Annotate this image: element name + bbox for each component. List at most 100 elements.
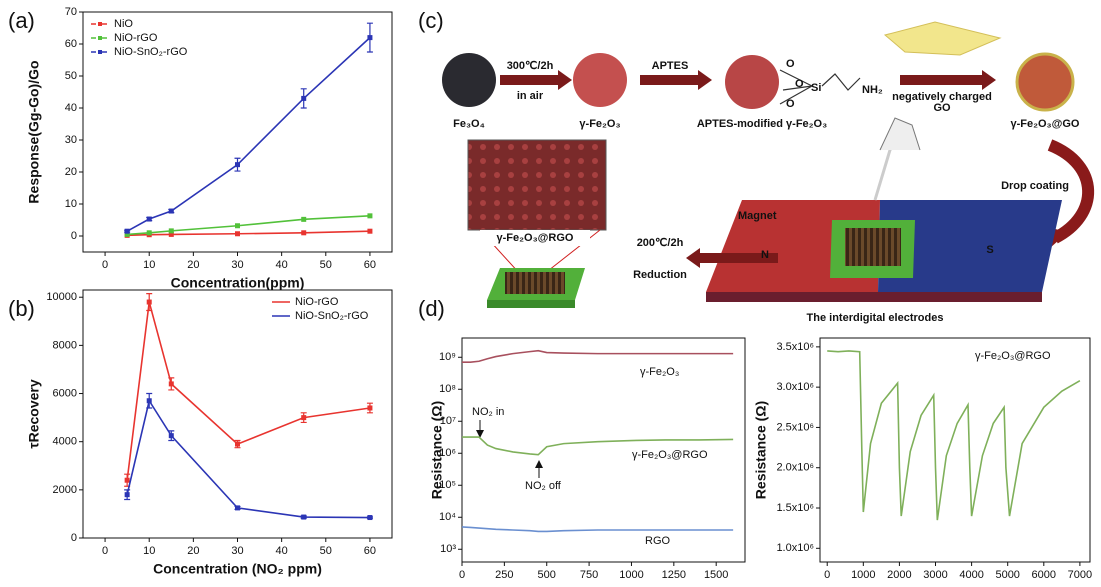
marker bbox=[367, 228, 373, 234]
x-tick-label: 50 bbox=[320, 545, 332, 557]
x-tick-label: 10 bbox=[143, 259, 155, 271]
arrow bbox=[500, 75, 558, 85]
annotation: NO₂ in bbox=[472, 406, 504, 418]
x-tick-label: 0 bbox=[102, 545, 108, 557]
magnet-s bbox=[878, 200, 1062, 292]
marker bbox=[301, 514, 307, 520]
marker bbox=[235, 441, 240, 447]
marker bbox=[168, 433, 174, 439]
series-line bbox=[127, 230, 370, 237]
arrow bbox=[700, 253, 778, 263]
marker bbox=[146, 230, 152, 236]
panel-label: (d) bbox=[418, 296, 445, 321]
panel-label: (a) bbox=[8, 8, 35, 33]
series-line bbox=[126, 37, 371, 232]
annotation: NO₂ off bbox=[525, 480, 562, 492]
legend-label: NiO-rGO bbox=[114, 32, 158, 44]
x-tick-label: 30 bbox=[231, 545, 243, 557]
legend-marker bbox=[98, 50, 102, 54]
label: γ-Fe₂O₃@GO bbox=[1011, 118, 1080, 130]
y-tick-label: 4000 bbox=[53, 436, 77, 448]
label: The interdigital electrodes bbox=[807, 312, 944, 324]
arrow bbox=[900, 75, 982, 85]
y-tick-label: 2.0x10⁶ bbox=[776, 462, 814, 474]
marker bbox=[168, 231, 174, 237]
magnet-base bbox=[706, 292, 1042, 302]
y-tick-label: 0 bbox=[71, 532, 77, 544]
x-tick-label: 2000 bbox=[887, 569, 911, 581]
x-tick-label: 750 bbox=[580, 569, 598, 581]
x-axis-label: Concentration(ppm) bbox=[171, 275, 305, 291]
x-tick-label: 40 bbox=[276, 259, 288, 271]
y-axis-label: τRecovery bbox=[26, 379, 42, 449]
label: 300℃/2h bbox=[507, 60, 554, 72]
arrow bbox=[686, 248, 700, 268]
legend-label: NiO-SnO₂-rGO bbox=[295, 310, 369, 322]
marker bbox=[235, 223, 240, 229]
plot-frame bbox=[461, 337, 746, 563]
plot-frame bbox=[82, 289, 393, 539]
marker bbox=[301, 95, 307, 101]
y-tick-label: 10⁶ bbox=[439, 447, 456, 459]
y-tick-label: 10⁷ bbox=[440, 415, 456, 427]
legend-marker bbox=[98, 36, 102, 40]
particle bbox=[725, 55, 779, 109]
x-tick-label: 40 bbox=[276, 545, 288, 557]
marker bbox=[124, 228, 130, 234]
device bbox=[487, 300, 575, 308]
arrow bbox=[1047, 139, 1095, 244]
marker bbox=[235, 231, 240, 237]
y-tick-label: 70 bbox=[65, 6, 77, 18]
marker bbox=[367, 515, 373, 521]
y-axis-label: Response(Gg-Go)/Go bbox=[26, 60, 42, 203]
marker bbox=[168, 228, 174, 234]
y-tick-label: 10⁴ bbox=[439, 511, 456, 523]
series-label: γ-Fe₂O₃@RGO bbox=[632, 449, 708, 461]
bond bbox=[779, 69, 861, 105]
series-line bbox=[462, 349, 734, 364]
marker bbox=[367, 213, 373, 219]
panel-label: (c) bbox=[418, 8, 444, 33]
x-tick-label: 10 bbox=[143, 545, 155, 557]
electrodes bbox=[505, 272, 565, 294]
x-axis-label: Time (s) bbox=[577, 585, 630, 587]
label: GO bbox=[933, 102, 951, 114]
go-sheet bbox=[883, 21, 1002, 56]
y-tick-label: 1.0x10⁶ bbox=[776, 542, 814, 554]
spacer bbox=[525, 318, 545, 320]
x-tick-label: 60 bbox=[364, 545, 376, 557]
x-tick-label: 3000 bbox=[923, 569, 947, 581]
label: in air bbox=[517, 90, 544, 102]
series-line bbox=[126, 301, 371, 481]
electrodes bbox=[845, 228, 901, 266]
y-tick-label: 50 bbox=[65, 70, 77, 82]
marker bbox=[168, 381, 174, 387]
x-tick-label: 1000 bbox=[619, 569, 643, 581]
series-line bbox=[827, 350, 1081, 521]
series-line bbox=[462, 436, 734, 456]
x-tick-label: 0 bbox=[102, 259, 108, 271]
y-tick-label: 3.0x10⁶ bbox=[776, 381, 814, 393]
y-tick-label: 0 bbox=[71, 230, 77, 242]
diagram bbox=[442, 21, 1095, 320]
x-tick-label: 0 bbox=[824, 569, 830, 581]
marker bbox=[124, 492, 130, 498]
y-tick-label: 30 bbox=[65, 134, 77, 146]
arrow bbox=[982, 70, 996, 90]
x-tick-label: 20 bbox=[187, 545, 199, 557]
plot-frame bbox=[819, 337, 1091, 563]
y-tick-label: 3.5x10⁶ bbox=[776, 341, 814, 353]
marker bbox=[301, 230, 307, 236]
y-tick-label: 10⁹ bbox=[439, 351, 456, 363]
y-tick-label: 10 bbox=[65, 198, 77, 210]
marker bbox=[235, 162, 240, 168]
legend-label: NiO bbox=[114, 18, 133, 30]
marker bbox=[146, 216, 152, 222]
marker bbox=[146, 299, 152, 305]
diagram-labels: Fe₃O₄ 300℃/2h in air γ-Fe₂O₃ APTES APTES… bbox=[453, 58, 1080, 324]
label: 200℃/2h bbox=[637, 237, 684, 249]
label: Fe₃O₄ bbox=[453, 118, 485, 130]
series-line bbox=[126, 398, 370, 519]
y-tick-label: 10³ bbox=[440, 543, 456, 555]
y-tick-label: 8000 bbox=[53, 339, 77, 351]
